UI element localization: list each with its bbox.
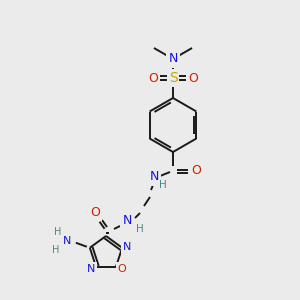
- Text: N: N: [168, 52, 178, 65]
- Text: O: O: [191, 164, 201, 176]
- Text: N: N: [63, 236, 71, 246]
- Text: N: N: [123, 242, 131, 252]
- Text: N: N: [122, 214, 132, 227]
- Text: S: S: [169, 71, 177, 85]
- Text: H: H: [54, 227, 62, 237]
- Text: N: N: [149, 170, 159, 184]
- Text: O: O: [188, 71, 198, 85]
- Text: H: H: [52, 245, 59, 255]
- Text: H: H: [159, 180, 167, 190]
- Text: H: H: [136, 224, 144, 234]
- Text: O: O: [90, 206, 100, 218]
- Text: N: N: [87, 264, 95, 274]
- Text: O: O: [118, 264, 126, 274]
- Text: O: O: [148, 71, 158, 85]
